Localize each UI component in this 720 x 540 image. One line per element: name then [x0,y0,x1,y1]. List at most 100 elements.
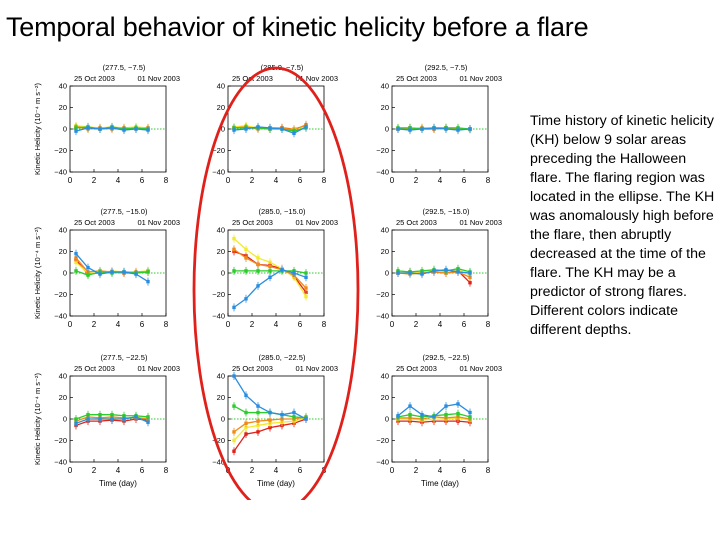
data-point [396,271,400,275]
x-tick-label: 8 [322,176,327,185]
y-tick-label: 40 [59,226,67,235]
data-point [444,127,448,131]
x-tick-label: 0 [68,176,73,185]
y-tick-label: 20 [59,393,67,402]
panel-9: (292.5, −22.5)25 Oct 2003 01 Nov 20034020… [376,353,502,488]
data-point [74,417,78,421]
y-tick-label: 40 [217,226,225,235]
data-point [456,411,460,416]
x-tick-label: 0 [390,320,395,329]
y-tick-label: 40 [381,372,389,381]
data-point [244,297,248,301]
data-point [456,270,460,274]
data-point [432,269,436,273]
data-point [468,271,472,275]
data-point [456,128,460,132]
data-point [292,410,296,415]
y-tick-label: −20 [376,290,389,299]
y-tick-label: −20 [54,436,67,445]
data-point [396,414,400,418]
x-tick-label: 2 [414,176,419,185]
data-point [304,294,308,299]
data-point [232,247,236,252]
panel-title: (292.5, −15.0) [423,207,470,216]
panel-title: (285.0, −22.5) [259,353,306,362]
panel-title: (277.5, −15.0) [101,207,148,216]
panel-date-end: 01 Nov 2003 [295,74,338,83]
data-point [304,417,308,421]
data-point [304,286,308,290]
y-tick-label: 20 [381,103,389,112]
x-tick-label: 2 [250,320,255,329]
panel-date-start: 25 Oct 2003 [396,74,437,83]
panel-date-end: 01 Nov 2003 [137,74,180,83]
data-point [244,256,248,260]
data-point [98,127,102,131]
x-tick-label: 4 [438,466,443,475]
y-tick-label: 20 [217,393,225,402]
data-point [98,413,102,417]
x-tick-label: 4 [274,320,279,329]
panel-date-start: 25 Oct 2003 [396,364,437,373]
x-tick-label: 0 [390,466,395,475]
x-tick-label: 8 [322,320,327,329]
data-point [98,417,102,421]
data-point [244,127,248,131]
data-point [86,413,90,417]
panel-8: (285.0, −22.5)25 Oct 2003 01 Nov 20034020… [212,353,338,488]
x-tick-label: 4 [116,466,121,475]
panel-date-start: 25 Oct 2003 [74,218,115,227]
data-point [304,125,308,129]
y-tick-label: 0 [385,415,389,424]
data-point [244,410,248,415]
y-tick-label: −20 [212,290,225,299]
data-point [134,272,138,276]
data-point [304,271,308,275]
data-point [420,127,424,131]
data-point [86,265,90,270]
y-tick-label: −40 [376,168,389,177]
x-tick-label: 2 [92,176,97,185]
data-point [408,413,412,417]
data-point [268,418,272,422]
x-tick-label: 0 [226,176,231,185]
y-tick-label: 20 [217,247,225,256]
data-point [86,417,90,421]
data-point [134,415,138,419]
data-point [256,256,260,260]
x-tick-label: 2 [414,320,419,329]
y-tick-label: −40 [54,458,67,467]
panel-date-start: 25 Oct 2003 [74,74,115,83]
y-tick-label: −40 [376,458,389,467]
x-tick-label: 2 [250,466,255,475]
panel-5: (285.0, −15.0)25 Oct 2003 01 Nov 20034020… [212,207,338,329]
data-point [256,410,260,415]
data-point [432,415,436,419]
flare-region-ellipse [192,66,360,500]
panel-7: (277.5, −22.5)25 Oct 2003 01 Nov 20034020… [33,353,180,488]
data-point [444,268,448,272]
data-point [244,269,248,273]
data-point [468,410,472,415]
data-point [256,430,260,434]
x-tick-label: 6 [462,176,467,185]
data-point [256,423,260,428]
x-tick-label: 2 [92,466,97,475]
y-tick-label: 0 [221,125,225,134]
x-tick-label: 2 [414,466,419,475]
y-tick-label: 0 [385,269,389,278]
x-tick-label: 4 [116,176,121,185]
panel-4: (277.5, −15.0)25 Oct 2003 01 Nov 20034020… [33,207,180,329]
x-tick-label: 6 [140,466,145,475]
x-tick-label: 8 [164,176,169,185]
x-tick-label: 0 [68,320,73,329]
x-tick-label: 6 [140,320,145,329]
x-tick-label: 6 [462,320,467,329]
y-tick-label: 0 [221,269,225,278]
panel-title: (292.5, −7.5) [425,63,468,72]
data-point [146,128,150,132]
panel-date-end: 01 Nov 2003 [295,364,338,373]
x-axis-label: Time (day) [421,479,459,488]
data-point [396,127,400,131]
data-point [468,415,472,419]
